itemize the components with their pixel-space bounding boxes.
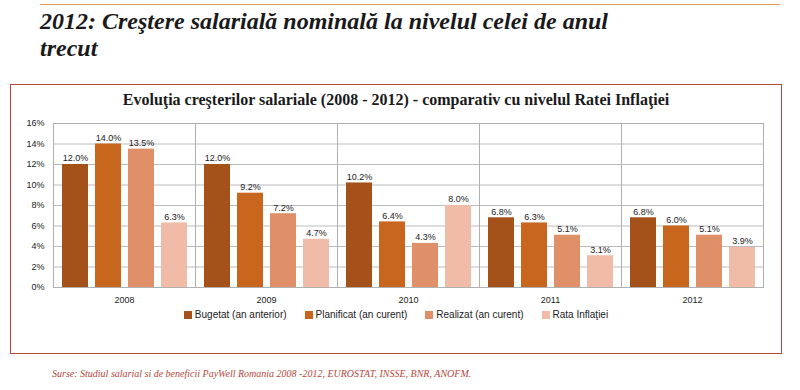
svg-text:2012: 2012 xyxy=(682,295,702,305)
svg-text:3.1%: 3.1% xyxy=(590,245,611,255)
svg-text:14.0%: 14.0% xyxy=(96,133,122,143)
svg-text:6.8%: 6.8% xyxy=(491,207,512,217)
html-text:Planificat (an curent): Planificat (an curent) xyxy=(315,309,408,320)
svg-text:3.9%: 3.9% xyxy=(732,236,753,246)
svg-text:2010: 2010 xyxy=(398,295,418,305)
html-text:2012: Creştere salarială nomin: 2012: Creştere salarială nominală la niv… xyxy=(40,8,608,61)
svg-text:13.5%: 13.5% xyxy=(129,138,155,148)
svg-text:2%: 2% xyxy=(31,262,44,272)
svg-text:9.2%: 9.2% xyxy=(240,182,261,192)
html-text:Bugetat (an anterior): Bugetat (an anterior) xyxy=(194,309,287,320)
svg-text:5.1%: 5.1% xyxy=(557,224,578,234)
svg-text:8.0%: 8.0% xyxy=(448,194,469,204)
svg-text:12%: 12% xyxy=(26,159,44,169)
svg-text:10.2%: 10.2% xyxy=(347,172,373,182)
svg-text:6%: 6% xyxy=(31,221,44,231)
svg-text:8%: 8% xyxy=(31,200,44,210)
svg-text:6.3%: 6.3% xyxy=(524,212,545,222)
svg-text:6.8%: 6.8% xyxy=(633,207,654,217)
svg-text:6.4%: 6.4% xyxy=(382,211,403,221)
svg-text:4.7%: 4.7% xyxy=(306,228,327,238)
svg-text:6.3%: 6.3% xyxy=(164,212,185,222)
html-text:Realizat (an curent): Realizat (an curent) xyxy=(436,309,524,320)
svg-text:10%: 10% xyxy=(26,180,44,190)
html-text:Evoluţia creşterilor salariale: Evoluţia creşterilor salariale (2008 - 2… xyxy=(122,91,670,108)
svg-text:2011: 2011 xyxy=(541,295,560,305)
svg-text:12.0%: 12.0% xyxy=(63,153,89,163)
svg-text:4%: 4% xyxy=(31,241,44,251)
svg-text:6.0%: 6.0% xyxy=(666,215,687,225)
svg-text:12.0%: 12.0% xyxy=(205,153,231,163)
svg-text:0%: 0% xyxy=(31,282,44,292)
svg-text:2009: 2009 xyxy=(256,295,276,305)
html-text:Rata Inflaţiei: Rata Inflaţiei xyxy=(552,309,609,320)
svg-text:4.3%: 4.3% xyxy=(415,232,436,242)
svg-text:5.1%: 5.1% xyxy=(699,224,720,234)
svg-text:7.2%: 7.2% xyxy=(273,203,294,213)
html-text:Surse: Studiul salarial si de: Surse: Studiul salarial si de beneficii … xyxy=(52,368,472,379)
svg-text:2008: 2008 xyxy=(114,295,134,305)
svg-text:14%: 14% xyxy=(26,139,44,149)
svg-text:16%: 16% xyxy=(26,118,44,128)
